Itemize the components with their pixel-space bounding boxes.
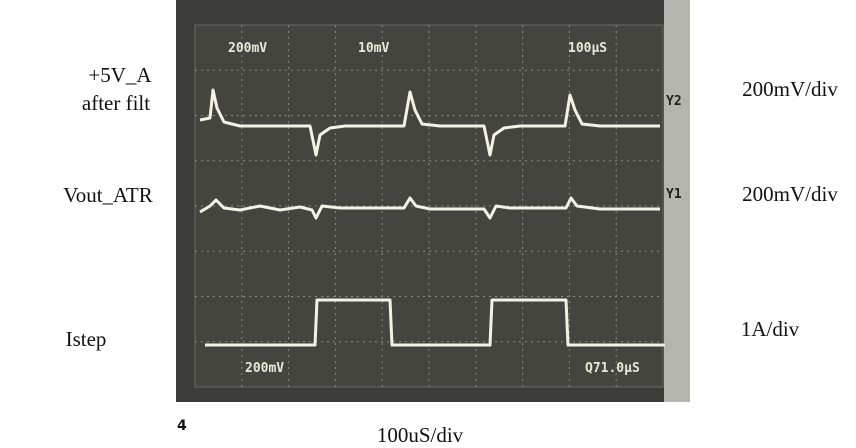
left-label: +5V_A (88, 63, 152, 87)
right-label: 200mV/div (742, 77, 838, 101)
scope-trigger: Q71.0µS (585, 361, 640, 376)
right-label: 1A/div (741, 317, 800, 341)
marker-y2: Y2 (666, 94, 682, 109)
figure: 200mV 10mV 100µS 200mV Q71.0µS Y2 Y1 +5V… (0, 0, 856, 448)
time-scale: 100uS/div (377, 423, 464, 447)
marker-y1: Y1 (666, 187, 682, 202)
scope-timebase: 100µS (568, 41, 607, 56)
scope-ch-scale: 200mV (245, 361, 284, 376)
scope-ch2-scale: 200mV (228, 41, 267, 56)
left-label: after filt (82, 91, 150, 115)
left-label: Istep (66, 327, 107, 351)
left-label: Vout_ATR (63, 183, 152, 207)
right-label: 200mV/div (742, 182, 838, 206)
page-number: 4 (177, 418, 187, 434)
scope-offset: 10mV (358, 41, 389, 56)
